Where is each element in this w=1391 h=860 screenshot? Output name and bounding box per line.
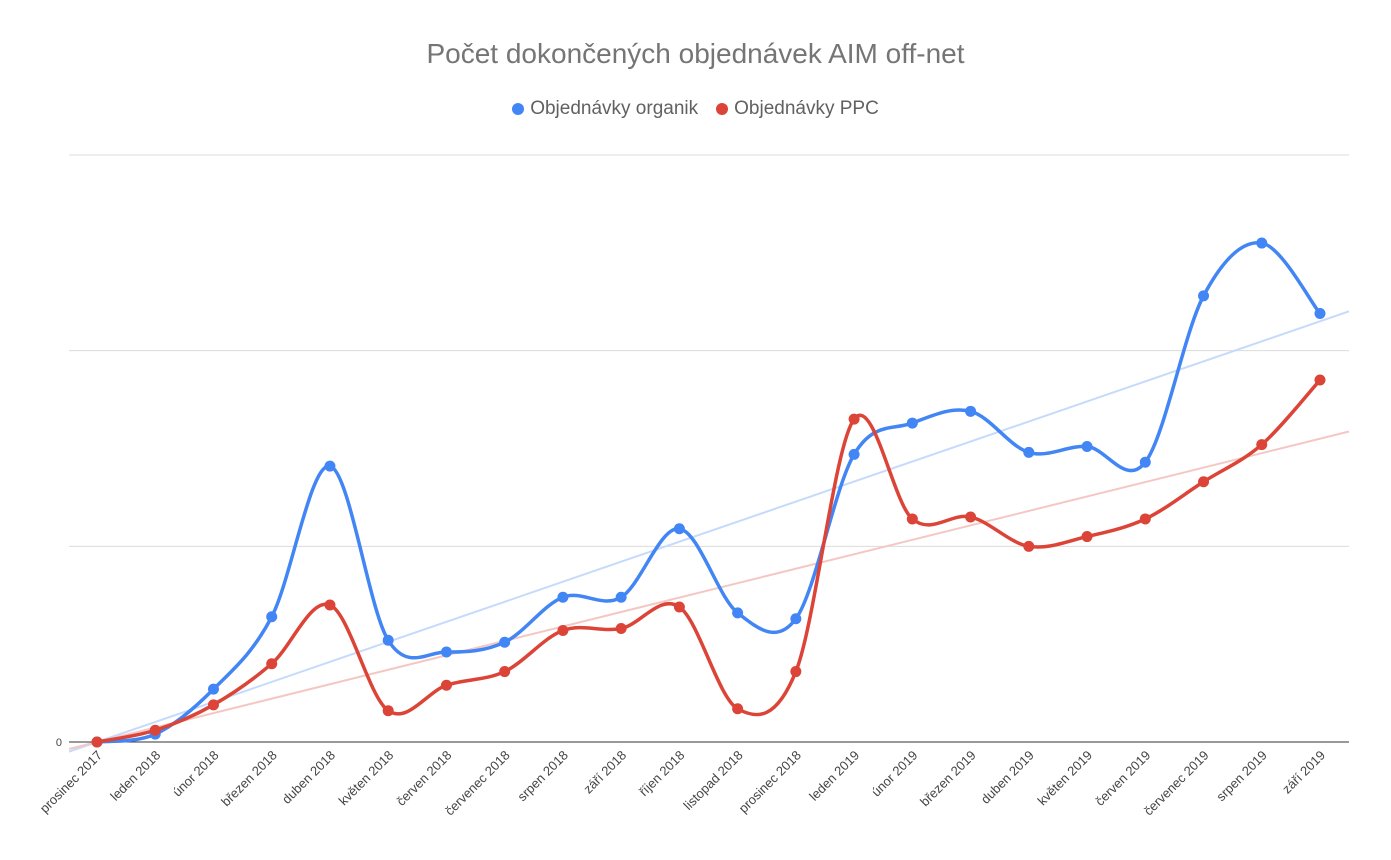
data-point-organik[interactable] [790, 613, 802, 625]
data-point-ppc[interactable] [1081, 531, 1093, 543]
data-point-ppc[interactable] [499, 666, 511, 678]
x-tick-label: červen 2019 [1092, 748, 1153, 809]
data-point-ppc[interactable] [615, 623, 627, 635]
x-tick-label: březen 2018 [218, 748, 280, 810]
data-point-ppc[interactable] [1256, 439, 1268, 451]
data-point-ppc[interactable] [848, 413, 860, 425]
chart-title: Počet dokončených objednávek AIM off-net [426, 38, 965, 69]
x-tick-label: listopad 2018 [680, 748, 745, 813]
data-point-ppc[interactable] [673, 601, 685, 613]
data-point-organik[interactable] [1139, 456, 1151, 468]
data-point-organik[interactable] [207, 683, 219, 695]
data-point-organik[interactable] [266, 611, 278, 623]
series-line-organik [95, 241, 1322, 744]
data-point-ppc[interactable] [557, 624, 569, 636]
data-point-ppc[interactable] [1139, 513, 1151, 525]
x-tick-label: červen 2018 [393, 748, 454, 809]
legend-marker-organik [512, 103, 525, 115]
data-point-organik[interactable] [1198, 290, 1210, 302]
data-point-ppc[interactable] [91, 736, 103, 748]
x-tick-label: prosinec 2017 [37, 748, 105, 816]
legend-label-ppc: Objednávky PPC [734, 98, 879, 119]
legend-item-organik[interactable]: Objednávky organik [512, 98, 698, 120]
data-point-organik[interactable] [965, 405, 977, 417]
data-point-ppc[interactable] [965, 511, 977, 523]
data-point-organik[interactable] [324, 460, 336, 472]
x-tick-label: září 2018 [580, 748, 629, 797]
data-point-ppc[interactable] [906, 513, 918, 525]
data-point-organik[interactable] [1023, 446, 1035, 458]
y-tick-label: 0 [56, 737, 62, 749]
data-point-ppc[interactable] [1198, 476, 1210, 488]
data-point-ppc[interactable] [1314, 374, 1326, 386]
data-point-ppc[interactable] [790, 666, 802, 678]
x-tick-label: září 2019 [1279, 748, 1328, 797]
x-tick-label: duben 2019 [978, 748, 1037, 807]
data-point-organik[interactable] [848, 448, 860, 460]
data-point-organik[interactable] [1256, 237, 1268, 249]
x-tick-label: srpen 2019 [1213, 748, 1270, 805]
data-point-organik[interactable] [440, 646, 452, 658]
data-point-organik[interactable] [906, 417, 918, 429]
data-point-ppc[interactable] [382, 705, 394, 717]
data-point-organik[interactable] [1314, 307, 1326, 319]
x-tick-label: prosinec 2018 [736, 748, 804, 816]
data-point-ppc[interactable] [149, 724, 161, 736]
trendline-organik [68, 310, 1350, 753]
data-point-organik[interactable] [382, 634, 394, 646]
x-tick-label: březen 2019 [917, 748, 979, 810]
legend-label-organik: Objednávky organik [530, 98, 699, 119]
data-point-organik[interactable] [615, 591, 627, 603]
data-point-organik[interactable] [499, 636, 511, 648]
data-point-organik[interactable] [673, 523, 685, 535]
data-point-organik[interactable] [1081, 441, 1093, 453]
x-tick-label: květen 2018 [336, 748, 397, 809]
series-line-ppc [95, 378, 1322, 744]
x-tick-label: únor 2019 [868, 748, 920, 800]
data-point-ppc[interactable] [1023, 540, 1035, 552]
data-point-ppc[interactable] [324, 599, 336, 611]
data-point-organik[interactable] [732, 607, 744, 619]
data-point-ppc[interactable] [266, 658, 278, 670]
data-point-ppc[interactable] [440, 679, 452, 691]
x-tick-label: srpen 2018 [514, 748, 571, 805]
legend-item-ppc[interactable]: Objednávky PPC [716, 98, 879, 120]
x-tick-label: leden 2018 [107, 748, 163, 804]
legend: Objednávky organik Objednávky PPC [0, 98, 1391, 120]
data-point-ppc[interactable] [732, 703, 744, 715]
data-point-ppc[interactable] [207, 699, 219, 711]
x-tick-label: únor 2018 [170, 748, 222, 800]
x-tick-label: leden 2019 [806, 748, 862, 804]
data-point-organik[interactable] [557, 591, 569, 603]
x-tick-label: květen 2019 [1034, 748, 1095, 809]
legend-marker-ppc [716, 103, 729, 115]
trendline-ppc [68, 430, 1350, 750]
x-tick-label: říjen 2018 [636, 748, 687, 799]
x-tick-label: duben 2018 [279, 748, 338, 807]
